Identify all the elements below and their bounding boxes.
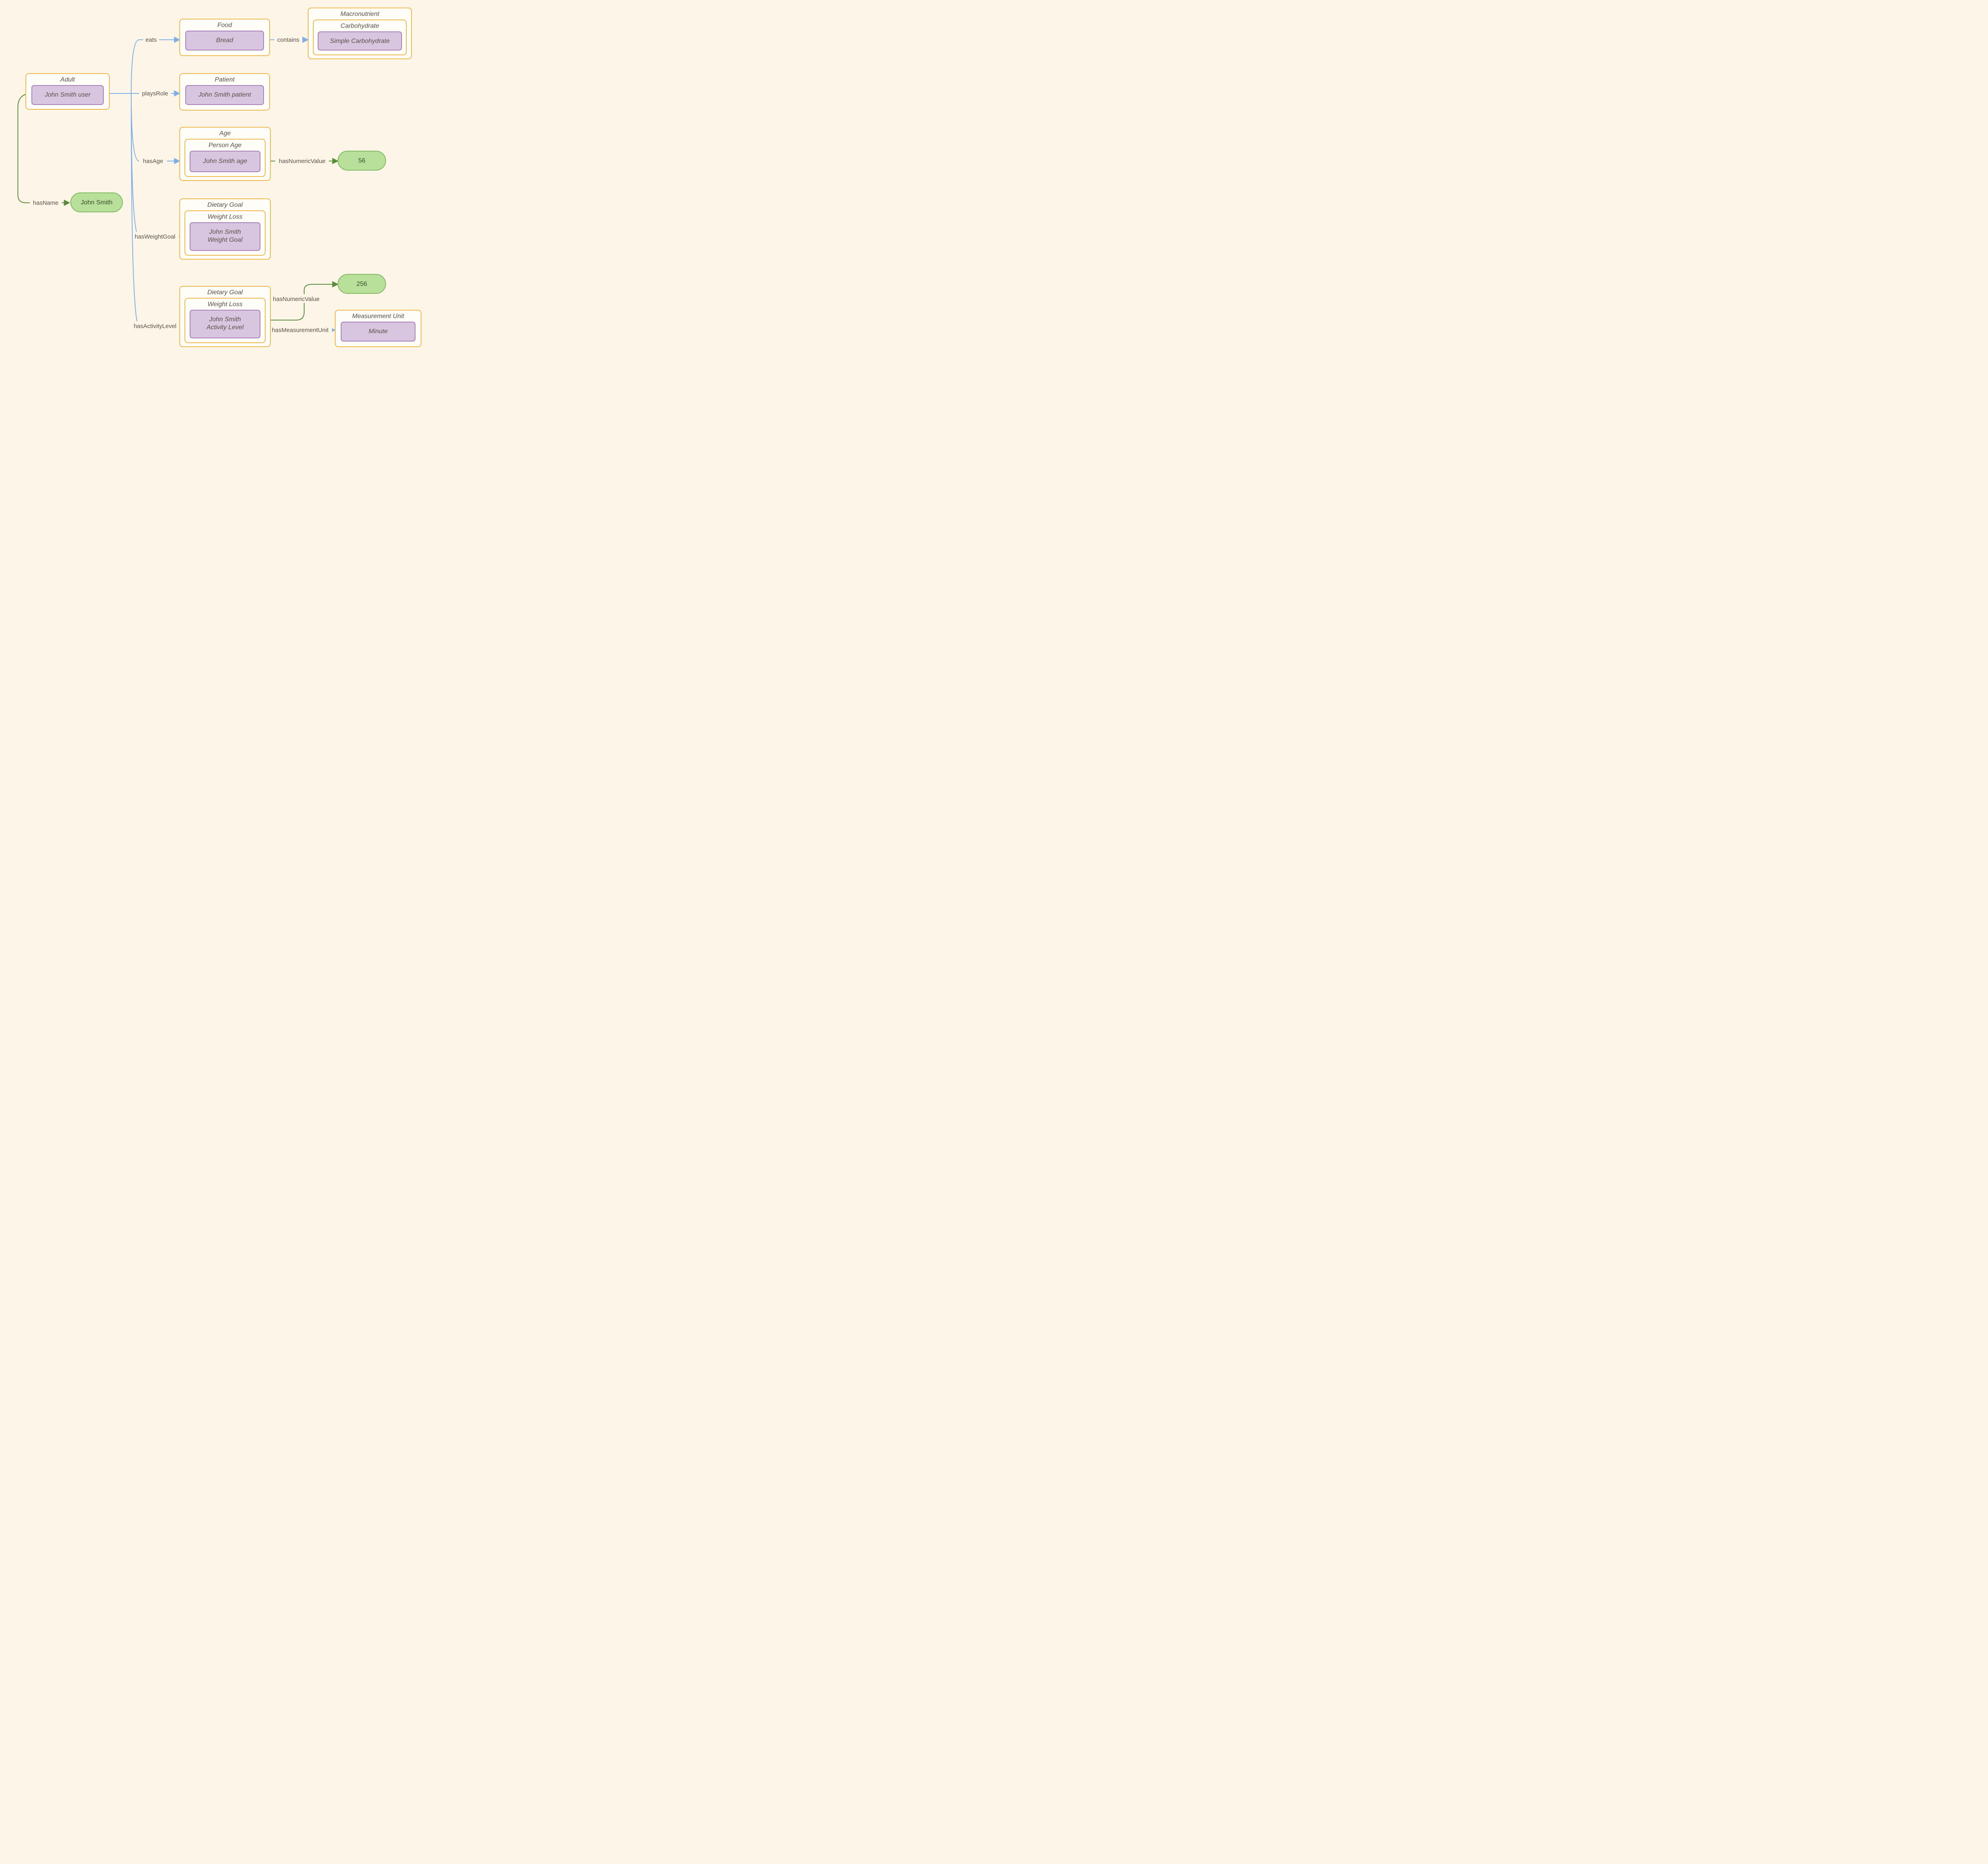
edge-hasname xyxy=(18,93,70,203)
class-age-label: Age xyxy=(219,130,231,137)
ontology-diagram: hasName eats contains playsRole hasAge h… xyxy=(0,0,505,382)
node-measurementunit: Measurement Unit Minute xyxy=(335,310,421,347)
node-food: Food Bread xyxy=(180,19,270,56)
class-patient-label: Patient xyxy=(215,76,235,83)
node-age: Age Person Age John Smith age xyxy=(180,127,270,181)
instance-food-label: Bread xyxy=(216,37,234,44)
class-adult-label: Adult xyxy=(60,76,75,83)
class-macro-label: Macronutrient xyxy=(340,11,379,17)
class-personage-label: Person Age xyxy=(208,142,241,149)
literal-age-label: 56 xyxy=(358,157,365,164)
edge-hasweightgoal-label: hasWeightGoal xyxy=(135,233,175,240)
instance-adult-label: John Smith user xyxy=(44,91,91,98)
literal-name-label: John Smith xyxy=(81,199,113,206)
node-literal-age: 56 xyxy=(338,151,386,170)
node-literal-activity: 256 xyxy=(338,274,386,293)
node-literal-name: John Smith xyxy=(71,193,122,212)
literal-activity-label: 256 xyxy=(357,281,367,287)
class-weightloss-label: Weight Loss xyxy=(208,214,243,220)
edge-contains-label: contains xyxy=(277,37,299,43)
instance-macro-label: Simple Carbohydrate xyxy=(330,38,390,45)
edge-playsrole-label: playsRole xyxy=(142,90,168,97)
instance-patient-label: John Smith patient xyxy=(198,91,251,98)
node-activity: Dietary Goal Weight Loss John Smith Acti… xyxy=(180,286,270,347)
node-patient: Patient John Smith patient xyxy=(180,74,270,110)
instance-activity-label-2: Activity Level xyxy=(206,324,244,331)
instance-dietary-label-1: John Smith xyxy=(209,229,241,235)
edge-hasnumericvalue-age-label: hasNumericValue xyxy=(279,158,325,165)
class-dietary-label: Dietary Goal xyxy=(208,202,243,208)
class-measurement-label: Measurement Unit xyxy=(352,313,404,320)
node-dietarygoal: Dietary Goal Weight Loss John Smith Weig… xyxy=(180,199,270,259)
edge-hasage xyxy=(107,93,180,161)
class-food-label: Food xyxy=(217,22,233,29)
instance-dietary-label-2: Weight Goal xyxy=(208,237,243,243)
edge-hasactivitylevel-label: hasActivityLevel xyxy=(134,323,177,330)
class-activity-outer-label: Dietary Goal xyxy=(208,289,243,296)
edge-eats-label: eats xyxy=(146,37,157,43)
instance-measurement-label: Minute xyxy=(369,328,388,335)
class-carb-label: Carbohydrate xyxy=(341,23,379,29)
edge-hasname-label: hasName xyxy=(33,200,58,206)
edge-hasmeasurementunit-label: hasMeasurementUnit xyxy=(272,327,329,334)
edge-hasnumericvalue-act-label: hasNumericValue xyxy=(273,296,319,303)
instance-activity-label-1: John Smith xyxy=(209,316,241,323)
node-adult: Adult John Smith user xyxy=(26,74,109,109)
edge-eats xyxy=(107,40,180,93)
class-activity-inner-label: Weight Loss xyxy=(208,301,243,308)
instance-age-label: John Smith age xyxy=(202,158,247,165)
node-macronutrient: Macronutrient Carbohydrate Simple Carboh… xyxy=(308,8,412,59)
edge-hasage-label: hasAge xyxy=(143,158,163,165)
